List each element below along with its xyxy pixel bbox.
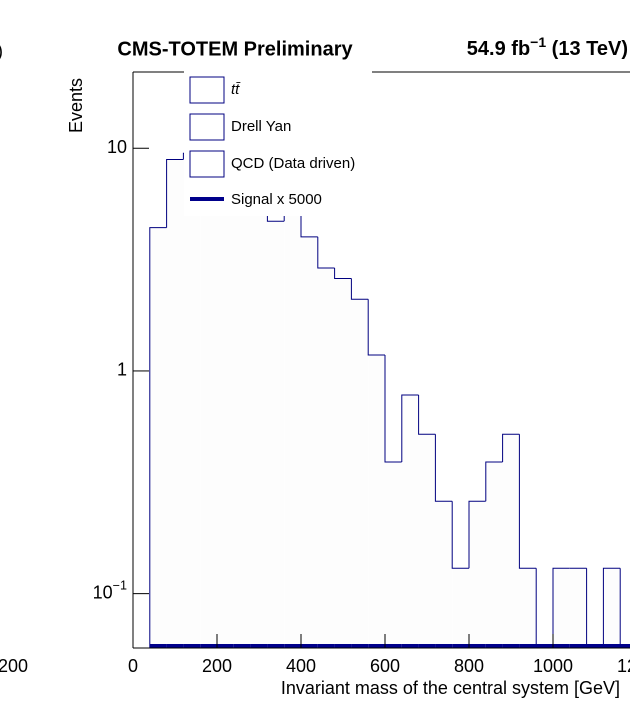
y-tick-label: 10−1 (93, 579, 127, 602)
legend-label: Signal x 5000 (231, 191, 322, 208)
x-tick-label: 600 (370, 656, 400, 676)
histogram-bar (200, 158, 217, 648)
histogram-bar (385, 462, 402, 648)
histogram-outline (434, 434, 453, 502)
histogram-bar (485, 462, 503, 648)
histogram-outline (451, 501, 469, 569)
histogram-bar (569, 568, 587, 648)
x-tick-label: 800 (454, 656, 484, 676)
x-tick-label: 400 (286, 656, 316, 676)
histogram-outline (149, 227, 167, 648)
histogram-bar (469, 501, 486, 648)
histogram-outline (619, 568, 630, 649)
histogram-bar (233, 189, 251, 648)
histogram-outline (602, 567, 621, 648)
histogram-outline (401, 394, 419, 463)
histogram-bar (166, 159, 184, 648)
histogram-bar (452, 568, 469, 648)
legend-label: QCD (Data driven) (231, 155, 355, 172)
histogram-outline (535, 568, 553, 649)
histogram-bar (401, 394, 419, 648)
histogram-bar (351, 299, 369, 648)
histogram-bar (502, 434, 520, 648)
y-tick-label: 10 (107, 137, 127, 157)
histogram-bar (418, 434, 436, 648)
histogram-bar (334, 278, 352, 648)
histogram-outline (350, 278, 369, 300)
histogram-bar (183, 153, 201, 648)
histogram-bar (149, 227, 167, 648)
x-tick-label: 200 (202, 656, 232, 676)
chart-title: CMS-TOTEM Preliminary (117, 38, 353, 60)
histogram-bar (250, 206, 268, 648)
histogram-outline (418, 394, 436, 435)
legend-swatch (189, 113, 225, 141)
x-tick-label: 1000 (533, 656, 573, 676)
y-tick-label: 1 (117, 360, 127, 380)
histogram-bar (603, 568, 621, 648)
histogram-outline (485, 461, 503, 502)
histogram-outline (586, 568, 604, 649)
x-tick-label: 0 (128, 656, 138, 676)
histogram-outline (166, 159, 184, 228)
histogram-bar (435, 501, 453, 648)
histogram-outline (384, 354, 402, 463)
histogram-bar (284, 215, 301, 648)
histogram-outline (502, 433, 520, 463)
histogram-bar (519, 568, 537, 648)
histogram-bar (217, 169, 234, 649)
histogram-bar (553, 568, 570, 648)
cropped-text: 200 (0, 656, 28, 676)
legend-label: tt̄ (231, 81, 241, 98)
histogram-outline (317, 236, 335, 269)
x-axis-label: Invariant mass of the central system [Ge… (281, 678, 620, 698)
histogram-outline (518, 434, 537, 569)
histogram-bar (317, 267, 335, 648)
y-axis-label: Events (66, 78, 86, 133)
legend-swatch (189, 76, 225, 104)
legend-swatch (189, 150, 225, 178)
histogram-bar (368, 354, 385, 648)
histogram-outline (300, 215, 318, 238)
histogram-bar (301, 236, 318, 649)
histogram-outline (334, 267, 352, 280)
histogram-bar (267, 221, 285, 648)
chart-subtitle: 54.9 fb−1 (13 TeV) (467, 34, 628, 61)
legend-label: Drell Yan (231, 118, 291, 135)
histogram-outline (367, 299, 385, 356)
x-tick-label: 1200 (617, 656, 630, 676)
histogram-outline (552, 567, 570, 648)
cropped-text: ) (0, 41, 3, 61)
histogram-outline (468, 500, 486, 569)
